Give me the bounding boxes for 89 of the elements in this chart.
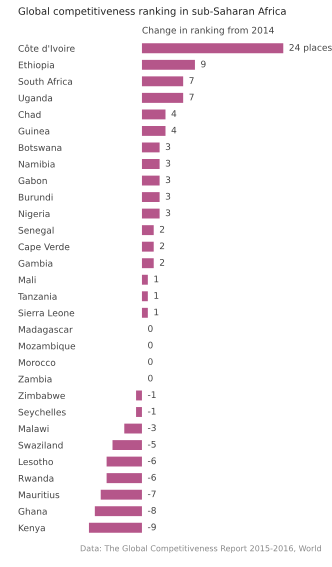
y-tick-label: Nigeria [18,210,50,219]
bar [142,43,284,54]
y-tick-label: Mauritius [18,491,60,498]
data-label: 1 [154,308,158,316]
bar [136,390,142,400]
data-label: 24 places [289,44,332,53]
y-tick-label: Chad [18,110,40,118]
y-tick-label: Rwanda [18,474,54,482]
y-tick-label: Côte d'Ivoire [18,44,75,52]
data-label: 1 [154,276,158,282]
text: Data: The Global Competitiveness Report 2015-2016, World [80,545,321,553]
data-label: -8 [148,506,156,514]
bar [142,308,148,318]
bar [142,159,160,169]
data-label: 4 [171,110,176,117]
y-tick-label: Gambia [18,260,52,267]
data-label: 7 [189,77,194,84]
bar [142,208,160,219]
data-label: 1 [154,292,158,299]
data-label: 3 [166,143,170,150]
data-label: 0 [148,325,153,332]
y-tick-label: South Africa [18,78,72,85]
y-tick-label: Ethiopia [18,61,54,70]
bar [142,225,154,236]
bar [124,424,142,434]
y-tick-label: Zimbabwe [18,392,65,400]
bar [142,242,154,252]
bar [94,506,142,516]
bar [142,109,166,120]
y-tick-label: Morocco [18,359,56,366]
y-tick-label: Kenya [18,524,45,534]
y-tick-label: Mali [18,276,36,284]
bar [142,192,160,202]
y-tick-label: Swaziland [18,442,63,449]
bar [142,142,160,152]
bar [142,60,195,70]
bar [142,291,148,302]
data-label: 3 [166,209,170,216]
data-label: 4 [171,126,176,134]
y-tick-label: Madagascar [18,326,73,335]
bar [88,522,142,533]
data-label: 0 [148,374,153,382]
y-tick-label: Botswana [18,144,62,152]
data-label: 2 [160,226,164,233]
bar [100,490,142,500]
y-tick-label: Tanzania [18,292,56,300]
y-tick-label: Lesotho [18,458,53,466]
bar [106,456,142,467]
y-tick-label: Namibia [18,160,55,168]
chart-title: Global competitiveness ranking in sub-Saharan Africa [18,7,286,17]
data-label: 2 [160,258,164,266]
y-tick-label: Uganda [18,94,52,104]
data-label: -1 [148,408,156,414]
data-label: -6 [148,474,156,481]
data-label: 0 [148,358,153,366]
y-tick-label: Senegal [18,226,54,236]
data-label: 3 [166,192,170,200]
bar [136,407,142,417]
y-tick-label: Cape Verde [18,243,70,252]
data-label: 2 [160,242,164,250]
x-axis-title: Change in ranking from 2014 [142,26,274,36]
data-label: -7 [148,490,156,498]
y-tick-label: Ghana [18,508,47,515]
data-label: 3 [166,160,170,167]
bar [142,76,184,86]
data-label: -1 [148,391,156,398]
data-label: 7 [189,94,194,100]
y-tick-label: Zambia [18,376,52,382]
y-tick-label: Mozambique [18,342,76,352]
bar [142,176,160,186]
data-label: -6 [148,457,156,464]
data-label: 9 [201,60,206,68]
bar [106,473,142,484]
y-tick-label: Sierra Leone [18,309,74,316]
bar [142,274,148,285]
y-tick-label: Gabon [18,177,47,184]
y-tick-label: Burundi [18,194,52,201]
data-label: -9 [148,524,156,530]
bar [142,92,184,103]
bar [142,258,154,268]
data-label: 0 [148,342,153,348]
y-tick-label: Seychelles [18,408,66,418]
data-label: -5 [148,440,156,448]
data-label: 3 [166,176,170,184]
y-tick-label: Guinea [18,128,50,134]
y-tick-label: Malawi [18,425,48,432]
bar [142,126,166,136]
data-label: -3 [148,424,156,432]
bar [112,440,142,450]
